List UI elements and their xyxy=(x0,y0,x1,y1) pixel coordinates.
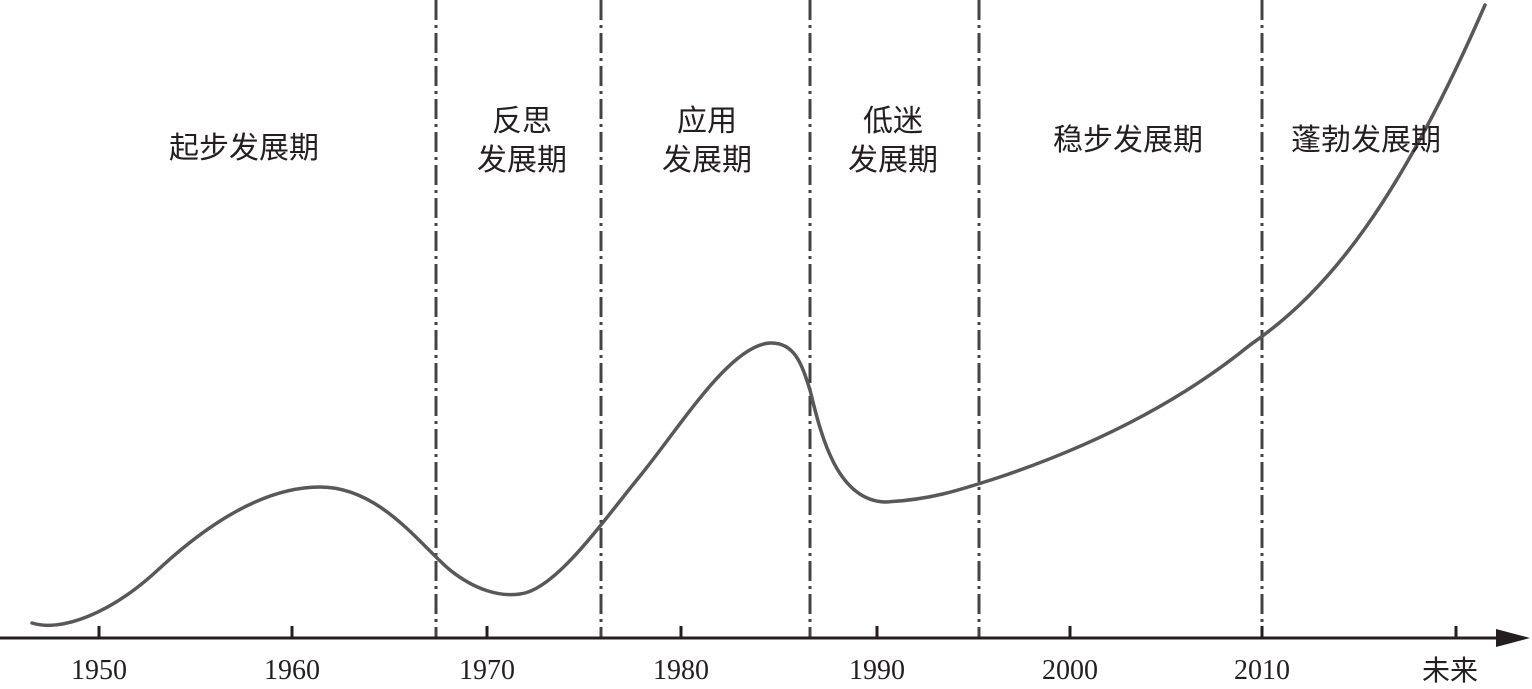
period-label-reflection-line1: 反思 xyxy=(492,104,552,139)
axis-tick-labels: 1950 1960 1970 1980 1990 2000 2010 未来 xyxy=(71,654,1478,687)
tick-label-2010: 2010 xyxy=(1234,655,1290,686)
tick-label-future: 未来 xyxy=(1422,654,1478,687)
tick-label-1960: 1960 xyxy=(264,655,320,686)
tick-label-1970: 1970 xyxy=(459,655,515,686)
time-axis xyxy=(0,626,1530,647)
period-dividers xyxy=(434,0,1264,638)
period-labels: 起步发展期 反思 发展期 应用 发展期 低迷 发展期 稳步发展期 蓬勃发展期 xyxy=(169,104,1441,178)
axis-arrow-icon xyxy=(1496,629,1530,647)
tick-label-1980: 1980 xyxy=(653,655,709,686)
period-label-downturn-line2: 发展期 xyxy=(848,143,938,178)
period-label-startup: 起步发展期 xyxy=(169,131,319,166)
axis-ticks xyxy=(97,626,1458,638)
period-label-steady: 稳步发展期 xyxy=(1053,123,1203,158)
tick-label-1950: 1950 xyxy=(71,655,127,686)
period-label-application-line1: 应用 xyxy=(677,104,737,139)
tick-label-1990: 1990 xyxy=(849,655,905,686)
period-label-booming: 蓬勃发展期 xyxy=(1291,123,1441,158)
period-label-application-line2: 发展期 xyxy=(662,143,752,178)
period-label-reflection-line2: 发展期 xyxy=(477,143,567,178)
tick-label-2000: 2000 xyxy=(1042,655,1098,686)
period-label-downturn-line1: 低迷 xyxy=(863,104,923,139)
development-trend-curve xyxy=(30,3,1487,628)
